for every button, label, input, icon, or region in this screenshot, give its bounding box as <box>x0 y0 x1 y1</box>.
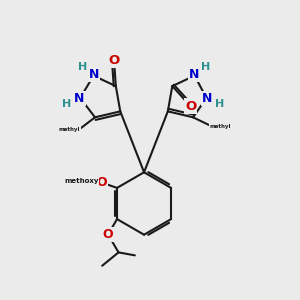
Text: O: O <box>109 54 120 67</box>
Text: N: N <box>189 68 199 81</box>
Text: H: H <box>62 99 71 109</box>
Text: methyl: methyl <box>59 127 80 132</box>
Text: methoxy: methoxy <box>64 178 99 184</box>
Text: N: N <box>74 92 85 105</box>
Text: O: O <box>185 100 196 112</box>
Text: H: H <box>201 62 211 72</box>
Text: H: H <box>78 62 87 72</box>
Text: O: O <box>103 228 113 241</box>
Text: N: N <box>89 68 99 81</box>
Text: methyl: methyl <box>210 124 231 129</box>
Text: N: N <box>202 92 212 105</box>
Text: H: H <box>215 99 224 109</box>
Text: O: O <box>96 176 107 189</box>
